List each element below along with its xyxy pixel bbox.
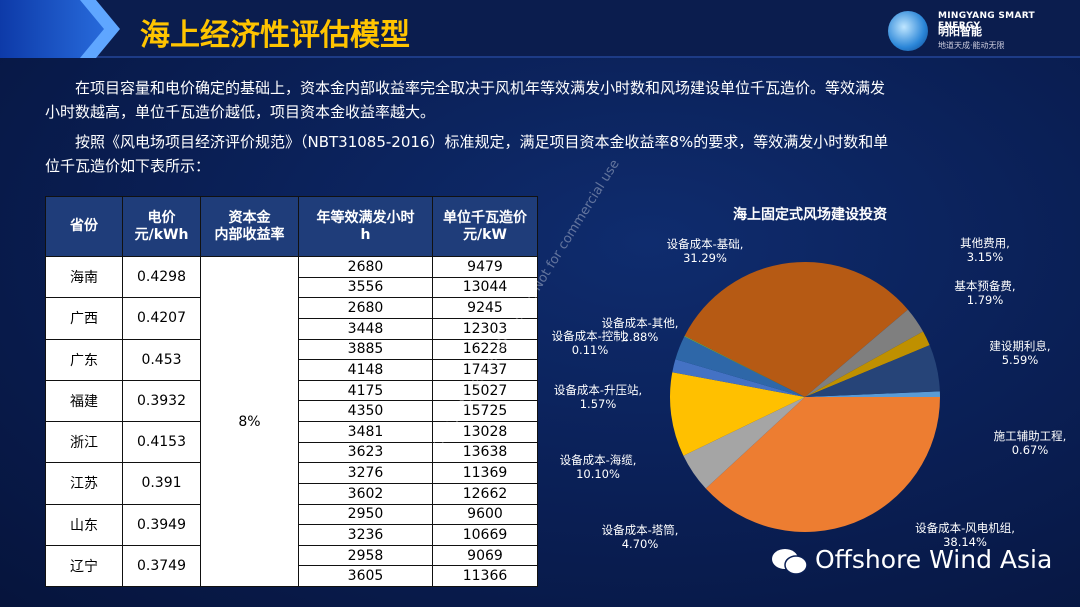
header-cost: 单位千瓦造价 元/kW [432,196,538,257]
cost-cell: 15725 [432,400,538,422]
slice-label: 设备成本-海缆, [560,453,637,467]
price-cell: 0.3932 [122,379,201,423]
province-cell: 辽宁 [45,544,123,588]
slice-label: 其他费用, [960,236,1010,250]
pie-slice [805,345,940,397]
province-cell: 浙江 [45,420,123,464]
pie-slice [683,397,805,489]
slice-value: 2.88% [622,330,659,344]
price-cell: 0.391 [122,462,201,505]
cost-cell: 9245 [432,297,538,319]
cost-cell: 13028 [432,421,538,443]
chart-title: 海上固定式风场建设投资 [733,206,887,223]
cost-cell: 11366 [432,565,538,587]
hours-cell: 3481 [298,421,433,443]
cost-cell: 12303 [432,317,538,340]
intro-paragraph-1: 在项目容量和电价确定的基础上，资本金内部收益率完全取决于风机年等效满发小时数和风… [45,79,886,121]
irr-cell: 8% [200,256,299,587]
cost-cell: 13638 [432,441,538,464]
brand-watermark: Offshore Wind Asia [815,545,1053,574]
pie-slice [684,262,908,397]
slice-label: 建设期利息, [989,339,1050,353]
header-price: 电价 元/kWh [122,196,201,257]
pie-slice [670,372,805,456]
table-row: 广东 0.453 3885 16228 [45,338,538,381]
logo-icon [888,11,928,51]
company-logo: MINGYANG SMART ENERGY 明阳智能 地道天成·能动无限 [888,8,1078,52]
header-province: 省份 [45,196,123,257]
price-cell: 0.3749 [122,544,201,588]
price-cell: 0.4298 [122,255,201,299]
table-row: 3236 10669 [46,524,538,546]
slice-value: 38.14% [943,535,987,549]
cost-cell: 11369 [432,462,538,484]
pie-slice [672,359,805,397]
pie-slice [805,309,924,397]
table-row: 海南 0.4298 8% 2680 9479 [45,255,538,587]
header-hours: 年等效满发小时 h [298,196,433,257]
hours-cell: 4175 [298,379,433,402]
pie-slice [805,391,940,397]
hours-cell: 2680 [298,297,433,319]
province-cell: 海南 [45,255,123,299]
pie-slice [805,331,930,397]
table-row: 3448 12303 [46,317,538,340]
hours-cell: 4148 [298,359,433,381]
slice-value: 10.10% [576,467,620,481]
table-row: 4148 17437 [46,359,538,381]
header-irr: 资本金 内部收益率 [200,196,299,257]
slice-value: 4.70% [622,537,659,551]
logo-slogan: 地道天成·能动无限 [938,41,1005,50]
cost-table: 省份 电价 元/kWh 资本金 内部收益率 年等效满发小时 h 单位千瓦造价 元… [45,196,538,588]
logo-en: MINGYANG SMART ENERGY [938,11,1035,31]
intro-paragraph-2: 按照《风电场项目经济评价规范》（NBT31085-2016）标准规定，满足项目资… [45,133,889,175]
cost-cell: 12662 [432,482,538,505]
cost-cell: 16228 [432,338,538,361]
table-row: 福建 0.3932 4175 15027 [45,379,538,423]
pie-slice [705,397,940,532]
slice-value: 0.67% [1012,443,1049,457]
price-cell: 0.3949 [122,503,201,546]
cost-cell: 9600 [432,503,538,526]
province-cell: 福建 [45,379,123,423]
slice-label: 设备成本-控制, [552,329,629,343]
pie-slice [684,335,805,397]
slice-label: 基本预备费, [954,279,1015,293]
slice-value: 0.11% [572,343,609,357]
slice-label: 设备成本-基础, [667,237,744,251]
slice-label: 设备成本-升压站, [554,383,642,397]
table-row: 3602 12662 [46,482,538,505]
cost-cell: 9069 [432,544,538,567]
slice-label: 施工辅助工程, [994,429,1067,443]
hours-cell: 3605 [298,565,433,587]
table-row: 4350 15725 [46,400,538,422]
slice-label: 设备成本-风电机组, [915,521,1015,535]
wechat-icon [772,549,808,575]
slice-value: 5.59% [1002,353,1039,367]
table-row: 江苏 0.391 3276 11369 [45,462,538,505]
table-row: 辽宁 0.3749 2958 9069 [45,544,538,588]
page-title: 海上经济性评估模型 [140,18,410,53]
slice-value: 31.29% [683,251,727,265]
price-cell: 0.453 [122,338,201,381]
slice-label: 设备成本-其他, [602,316,679,330]
hours-cell: 2680 [298,256,433,278]
table-row: 3623 13638 [46,441,538,464]
logo-cn: 明阳智能 [938,25,982,38]
table-row: 广西 0.4207 2680 9245 [45,297,538,340]
slice-value: 1.79% [967,293,1004,307]
province-cell: 江苏 [45,462,123,505]
price-cell: 0.4207 [122,297,201,340]
province-cell: 广西 [45,297,123,340]
table-row: 3605 11366 [46,565,538,587]
slice-value: 1.57% [580,397,617,411]
cost-cell: 15027 [432,379,538,402]
table-row: 3556 13044 [46,276,538,299]
slice-label: 设备成本-塔筒, [602,523,679,537]
slice-value: 3.15% [967,250,1004,264]
header-bar: 海上经济性评估模型 MINGYANG SMART ENERGY 明阳智能 地道天… [0,0,1080,58]
pie-slice [675,336,805,397]
